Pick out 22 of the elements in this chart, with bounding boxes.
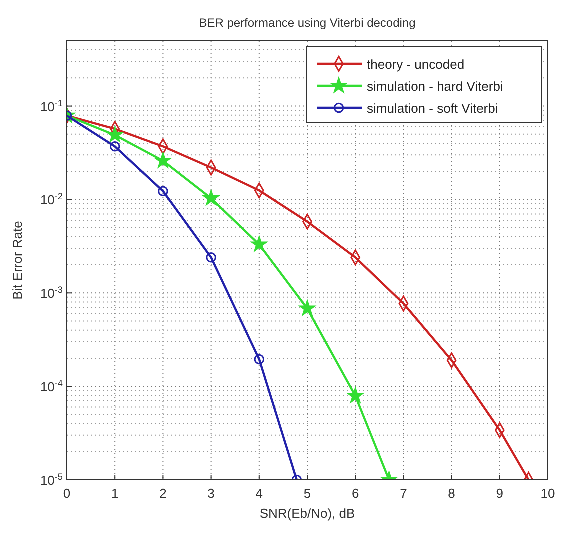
x-tick-label: 10	[540, 486, 556, 501]
x-tick-label: 0	[63, 486, 71, 501]
x-tick-label: 8	[448, 486, 456, 501]
x-tick-label: 7	[400, 486, 408, 501]
x-tick-label: 2	[160, 486, 167, 501]
x-tick-label: 3	[208, 486, 215, 501]
x-tick-label: 1	[111, 486, 119, 501]
x-tick-label: 9	[496, 486, 504, 501]
x-tick-label: 4	[256, 486, 264, 501]
legend-label: simulation - hard Viterbi	[367, 79, 504, 94]
y-tick-label: 10$^{-1}$	[40, 98, 63, 114]
x-tick-label: 6	[352, 486, 360, 501]
legend-label: theory - uncoded	[367, 57, 465, 72]
y-tick-label: 10$^{-2}$	[40, 192, 63, 208]
x-axis-title: SNR(Eb/No), dB	[260, 506, 356, 521]
chart-title: BER performance using Viterbi decoding	[199, 16, 416, 30]
legend-label: simulation - soft Viterbi	[367, 101, 498, 116]
x-tick-label: 5	[304, 486, 312, 501]
y-tick-label: 10$^{-5}$	[40, 472, 63, 488]
y-axis-title: Bit Error Rate	[10, 221, 25, 300]
y-tick-label: 10$^{-3}$	[40, 285, 63, 302]
y-tick-label: 10$^{-4}$	[40, 378, 63, 395]
